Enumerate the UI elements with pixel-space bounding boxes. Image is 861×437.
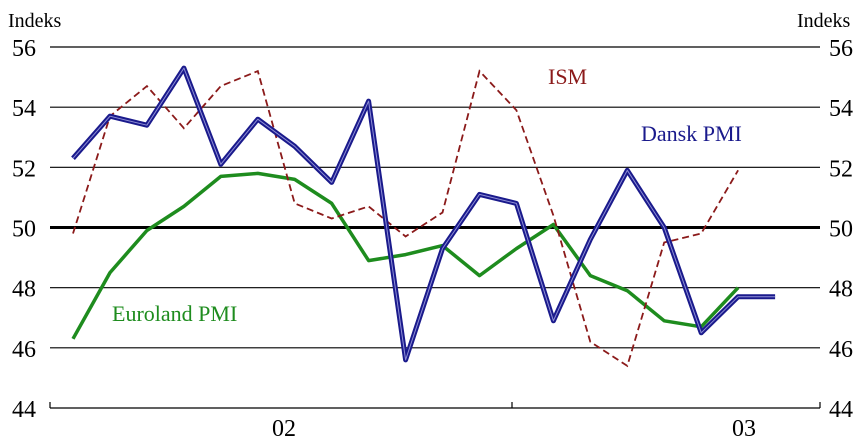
y-tick-label-right: 52 xyxy=(829,156,853,182)
series-label-dansk-pmi: Dansk PMI xyxy=(641,121,742,146)
y-tick-label-left: 44 xyxy=(12,397,36,423)
y-tick-label-left: 56 xyxy=(12,36,36,62)
y-tick-label-left: 54 xyxy=(12,96,36,122)
x-tick-label: 03 xyxy=(732,416,756,437)
y-tick-label-right: 46 xyxy=(829,337,853,363)
y-tick-label-right: 56 xyxy=(829,36,853,62)
y-tick-label-left: 52 xyxy=(12,156,36,182)
y-axis-label-left: Indeks xyxy=(8,10,62,32)
x-tick-label: 02 xyxy=(272,416,296,437)
y-tick-label-right: 44 xyxy=(829,397,853,423)
y-tick-label-right: 48 xyxy=(829,277,853,303)
y-tick-label-left: 50 xyxy=(12,217,36,243)
series-label-euroland-pmi: Euroland PMI xyxy=(112,301,237,326)
y-tick-label-right: 50 xyxy=(829,217,853,243)
y-axis-label-right: Indeks xyxy=(797,10,851,32)
series-line-dansk-pmi-highlight xyxy=(72,67,776,361)
series-label-ism: ISM xyxy=(548,64,587,89)
y-tick-label-right: 54 xyxy=(829,96,853,122)
y-tick-label-left: 46 xyxy=(12,337,36,363)
y-tick-label-left: 48 xyxy=(12,277,36,303)
